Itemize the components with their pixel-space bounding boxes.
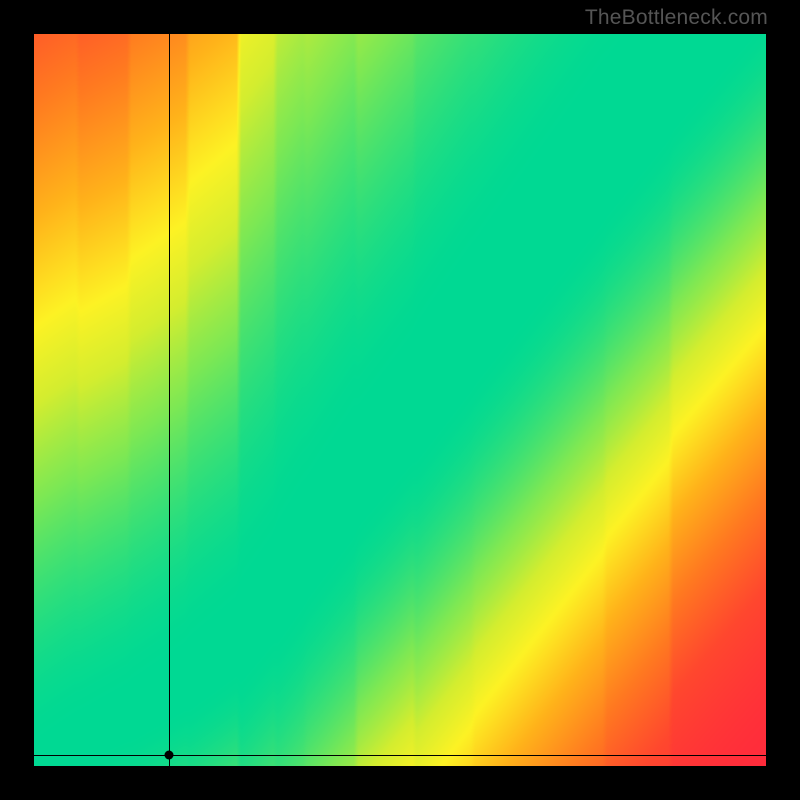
heatmap-canvas (34, 34, 766, 766)
watermark-text: TheBottleneck.com (585, 6, 768, 30)
crosshair-vertical (169, 34, 170, 766)
plot-area (34, 34, 766, 766)
crosshair-horizontal (34, 755, 766, 756)
crosshair-marker (165, 751, 174, 760)
